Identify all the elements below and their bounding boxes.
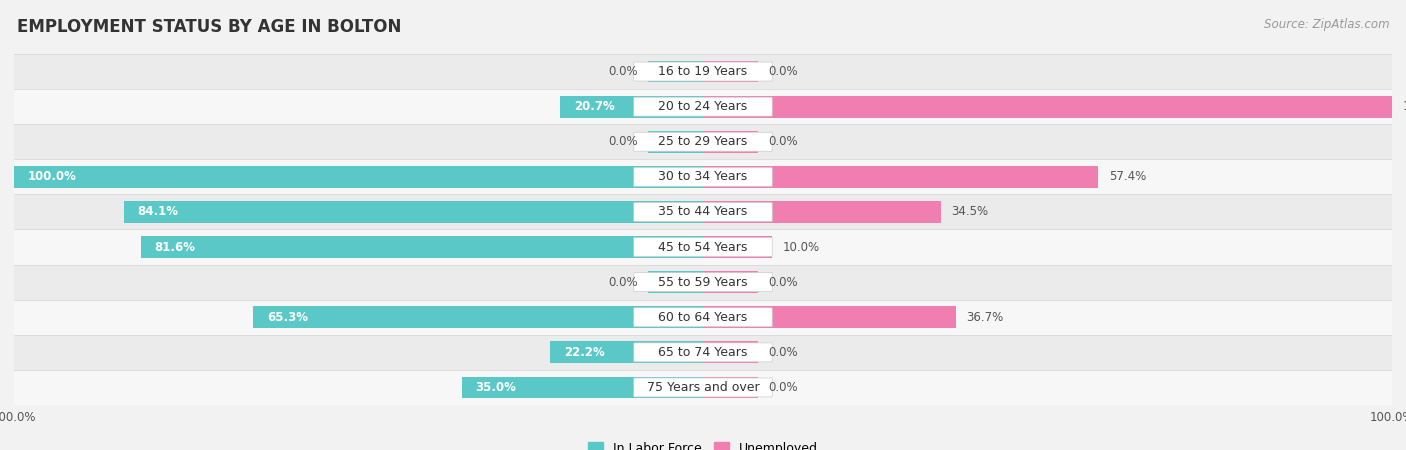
FancyBboxPatch shape <box>634 238 772 256</box>
Text: 20 to 24 Years: 20 to 24 Years <box>658 100 748 113</box>
Text: 25 to 29 Years: 25 to 29 Years <box>658 135 748 148</box>
Text: 0.0%: 0.0% <box>607 65 637 78</box>
Bar <box>124 201 703 223</box>
Bar <box>703 96 1392 117</box>
Text: 45 to 54 Years: 45 to 54 Years <box>658 241 748 253</box>
Bar <box>648 61 703 82</box>
Bar <box>14 159 1392 194</box>
Text: 57.4%: 57.4% <box>1109 171 1146 183</box>
Bar <box>703 61 758 82</box>
FancyBboxPatch shape <box>634 343 772 362</box>
Text: 100.0%: 100.0% <box>1402 100 1406 113</box>
FancyBboxPatch shape <box>634 167 772 186</box>
Bar <box>648 271 703 293</box>
Text: 0.0%: 0.0% <box>769 276 799 288</box>
Text: 0.0%: 0.0% <box>607 135 637 148</box>
Bar <box>14 89 1392 124</box>
Bar <box>14 166 703 188</box>
Legend: In Labor Force, Unemployed: In Labor Force, Unemployed <box>588 442 818 450</box>
Bar <box>561 96 703 117</box>
Bar <box>703 342 758 363</box>
Text: 0.0%: 0.0% <box>607 276 637 288</box>
Text: 36.7%: 36.7% <box>966 311 1004 324</box>
Text: 30 to 34 Years: 30 to 34 Years <box>658 171 748 183</box>
FancyBboxPatch shape <box>634 62 772 81</box>
Bar <box>141 236 703 258</box>
Bar <box>703 201 941 223</box>
Text: 81.6%: 81.6% <box>155 241 195 253</box>
Bar <box>461 377 703 398</box>
Bar <box>14 300 1392 335</box>
Text: 100.0%: 100.0% <box>28 171 77 183</box>
FancyBboxPatch shape <box>634 97 772 116</box>
FancyBboxPatch shape <box>634 132 772 151</box>
Text: 65 to 74 Years: 65 to 74 Years <box>658 346 748 359</box>
Bar <box>648 131 703 153</box>
Bar <box>14 230 1392 265</box>
Bar <box>703 236 772 258</box>
Text: 34.5%: 34.5% <box>950 206 988 218</box>
Text: 20.7%: 20.7% <box>574 100 614 113</box>
Bar <box>14 54 1392 89</box>
FancyBboxPatch shape <box>634 378 772 397</box>
Bar <box>14 370 1392 405</box>
Bar <box>14 194 1392 230</box>
Text: 35.0%: 35.0% <box>475 381 516 394</box>
Bar <box>703 271 758 293</box>
Bar <box>14 265 1392 300</box>
Bar <box>703 377 758 398</box>
Text: 60 to 64 Years: 60 to 64 Years <box>658 311 748 324</box>
Text: EMPLOYMENT STATUS BY AGE IN BOLTON: EMPLOYMENT STATUS BY AGE IN BOLTON <box>17 18 401 36</box>
Bar <box>703 131 758 153</box>
Bar <box>253 306 703 328</box>
Bar <box>550 342 703 363</box>
Text: 75 Years and over: 75 Years and over <box>647 381 759 394</box>
Text: 35 to 44 Years: 35 to 44 Years <box>658 206 748 218</box>
Text: 0.0%: 0.0% <box>769 65 799 78</box>
Text: 65.3%: 65.3% <box>267 311 308 324</box>
Bar <box>14 124 1392 159</box>
Text: 16 to 19 Years: 16 to 19 Years <box>658 65 748 78</box>
Bar <box>703 306 956 328</box>
FancyBboxPatch shape <box>634 308 772 327</box>
Bar <box>14 335 1392 370</box>
FancyBboxPatch shape <box>634 273 772 292</box>
Text: 0.0%: 0.0% <box>769 381 799 394</box>
Text: 10.0%: 10.0% <box>782 241 820 253</box>
Text: 84.1%: 84.1% <box>138 206 179 218</box>
Text: Source: ZipAtlas.com: Source: ZipAtlas.com <box>1264 18 1389 31</box>
Text: 55 to 59 Years: 55 to 59 Years <box>658 276 748 288</box>
Bar <box>703 166 1098 188</box>
Text: 0.0%: 0.0% <box>769 346 799 359</box>
Text: 22.2%: 22.2% <box>564 346 605 359</box>
Text: 0.0%: 0.0% <box>769 135 799 148</box>
FancyBboxPatch shape <box>634 202 772 221</box>
